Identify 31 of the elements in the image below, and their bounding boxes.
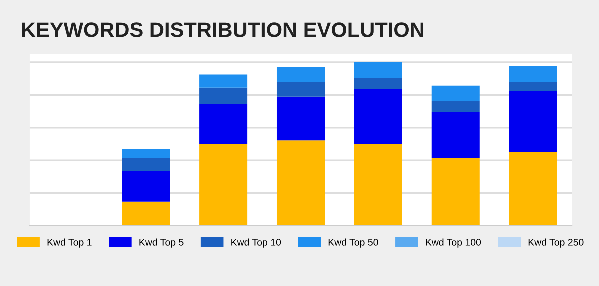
bar (509, 152, 558, 226)
bar (432, 158, 480, 226)
bar (276, 140, 326, 226)
bar (122, 158, 170, 172)
bar (509, 91, 558, 152)
bar (122, 202, 170, 226)
bar (354, 88, 402, 144)
bar (432, 86, 480, 102)
bar (122, 149, 170, 158)
legend-label: Kwd Top 100 (426, 238, 482, 248)
chart-title: KEYWORDS DISTRIBUTION EVOLUTION (22, 22, 424, 38)
bar (432, 112, 480, 158)
bar (200, 104, 248, 144)
legend-label: Kwd Top 1 (48, 238, 92, 248)
bar (276, 82, 326, 97)
bar (509, 82, 558, 92)
bar (276, 96, 326, 141)
legend-label: Kwd Top 10 (232, 238, 282, 248)
bar (200, 74, 248, 88)
bar (200, 144, 248, 226)
bar (354, 78, 402, 89)
bar (276, 67, 326, 82)
bar (200, 88, 248, 104)
bar (509, 66, 558, 82)
bar (432, 101, 480, 112)
legend-label: Kwd Top 5 (140, 238, 184, 248)
bar (354, 62, 402, 78)
legend-label: Kwd Top 50 (328, 238, 378, 248)
bar (354, 144, 402, 226)
bar (122, 171, 170, 202)
legend-label: Kwd Top 250 (528, 238, 584, 248)
